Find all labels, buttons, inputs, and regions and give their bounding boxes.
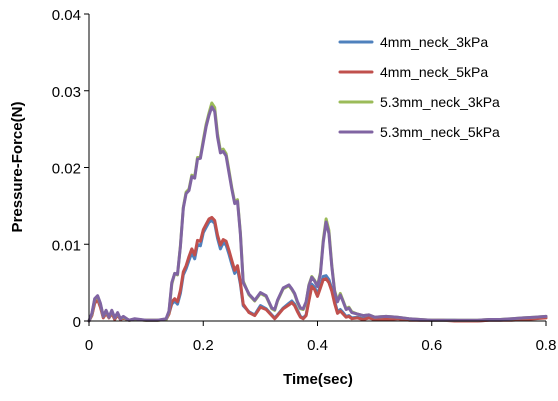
x-tick-label: 0.6 bbox=[421, 337, 442, 354]
legend-label-0: 4mm_neck_3kPa bbox=[380, 34, 488, 50]
y-tick-label: 0.01 bbox=[52, 237, 81, 254]
series-line-3 bbox=[87, 105, 548, 323]
legend-label-2: 5.3mm_neck_3kPa bbox=[380, 94, 500, 110]
y-tick-label: 0.04 bbox=[52, 7, 81, 24]
axes: 0 0.01 0.02 0.03 0.04 0 0.2 0.4 0.6 0.8 bbox=[52, 7, 557, 354]
y-tick-label: 0.03 bbox=[52, 84, 81, 101]
legend-label-1: 4mm_neck_5kPa bbox=[380, 64, 488, 80]
x-axis-title: Time(sec) bbox=[283, 371, 353, 388]
series-line-1 bbox=[87, 215, 548, 323]
legend-label-3: 5.3mm_neck_5kPa bbox=[380, 124, 500, 140]
x-tick-label: 0.8 bbox=[536, 337, 557, 354]
x-tick-label: 0.2 bbox=[193, 337, 214, 354]
legend: 4mm_neck_3kPa 4mm_neck_5kPa 5.3mm_neck_3kP… bbox=[338, 34, 500, 140]
y-axis-title: Pressure-Force(N) bbox=[9, 102, 26, 233]
y-tick-label: 0 bbox=[73, 314, 81, 331]
y-tick-label: 0.02 bbox=[52, 161, 81, 178]
x-tick-label: 0 bbox=[85, 337, 93, 354]
x-tick-label: 0.4 bbox=[307, 337, 328, 354]
plot-area bbox=[87, 101, 548, 323]
series-line-0 bbox=[87, 219, 548, 323]
